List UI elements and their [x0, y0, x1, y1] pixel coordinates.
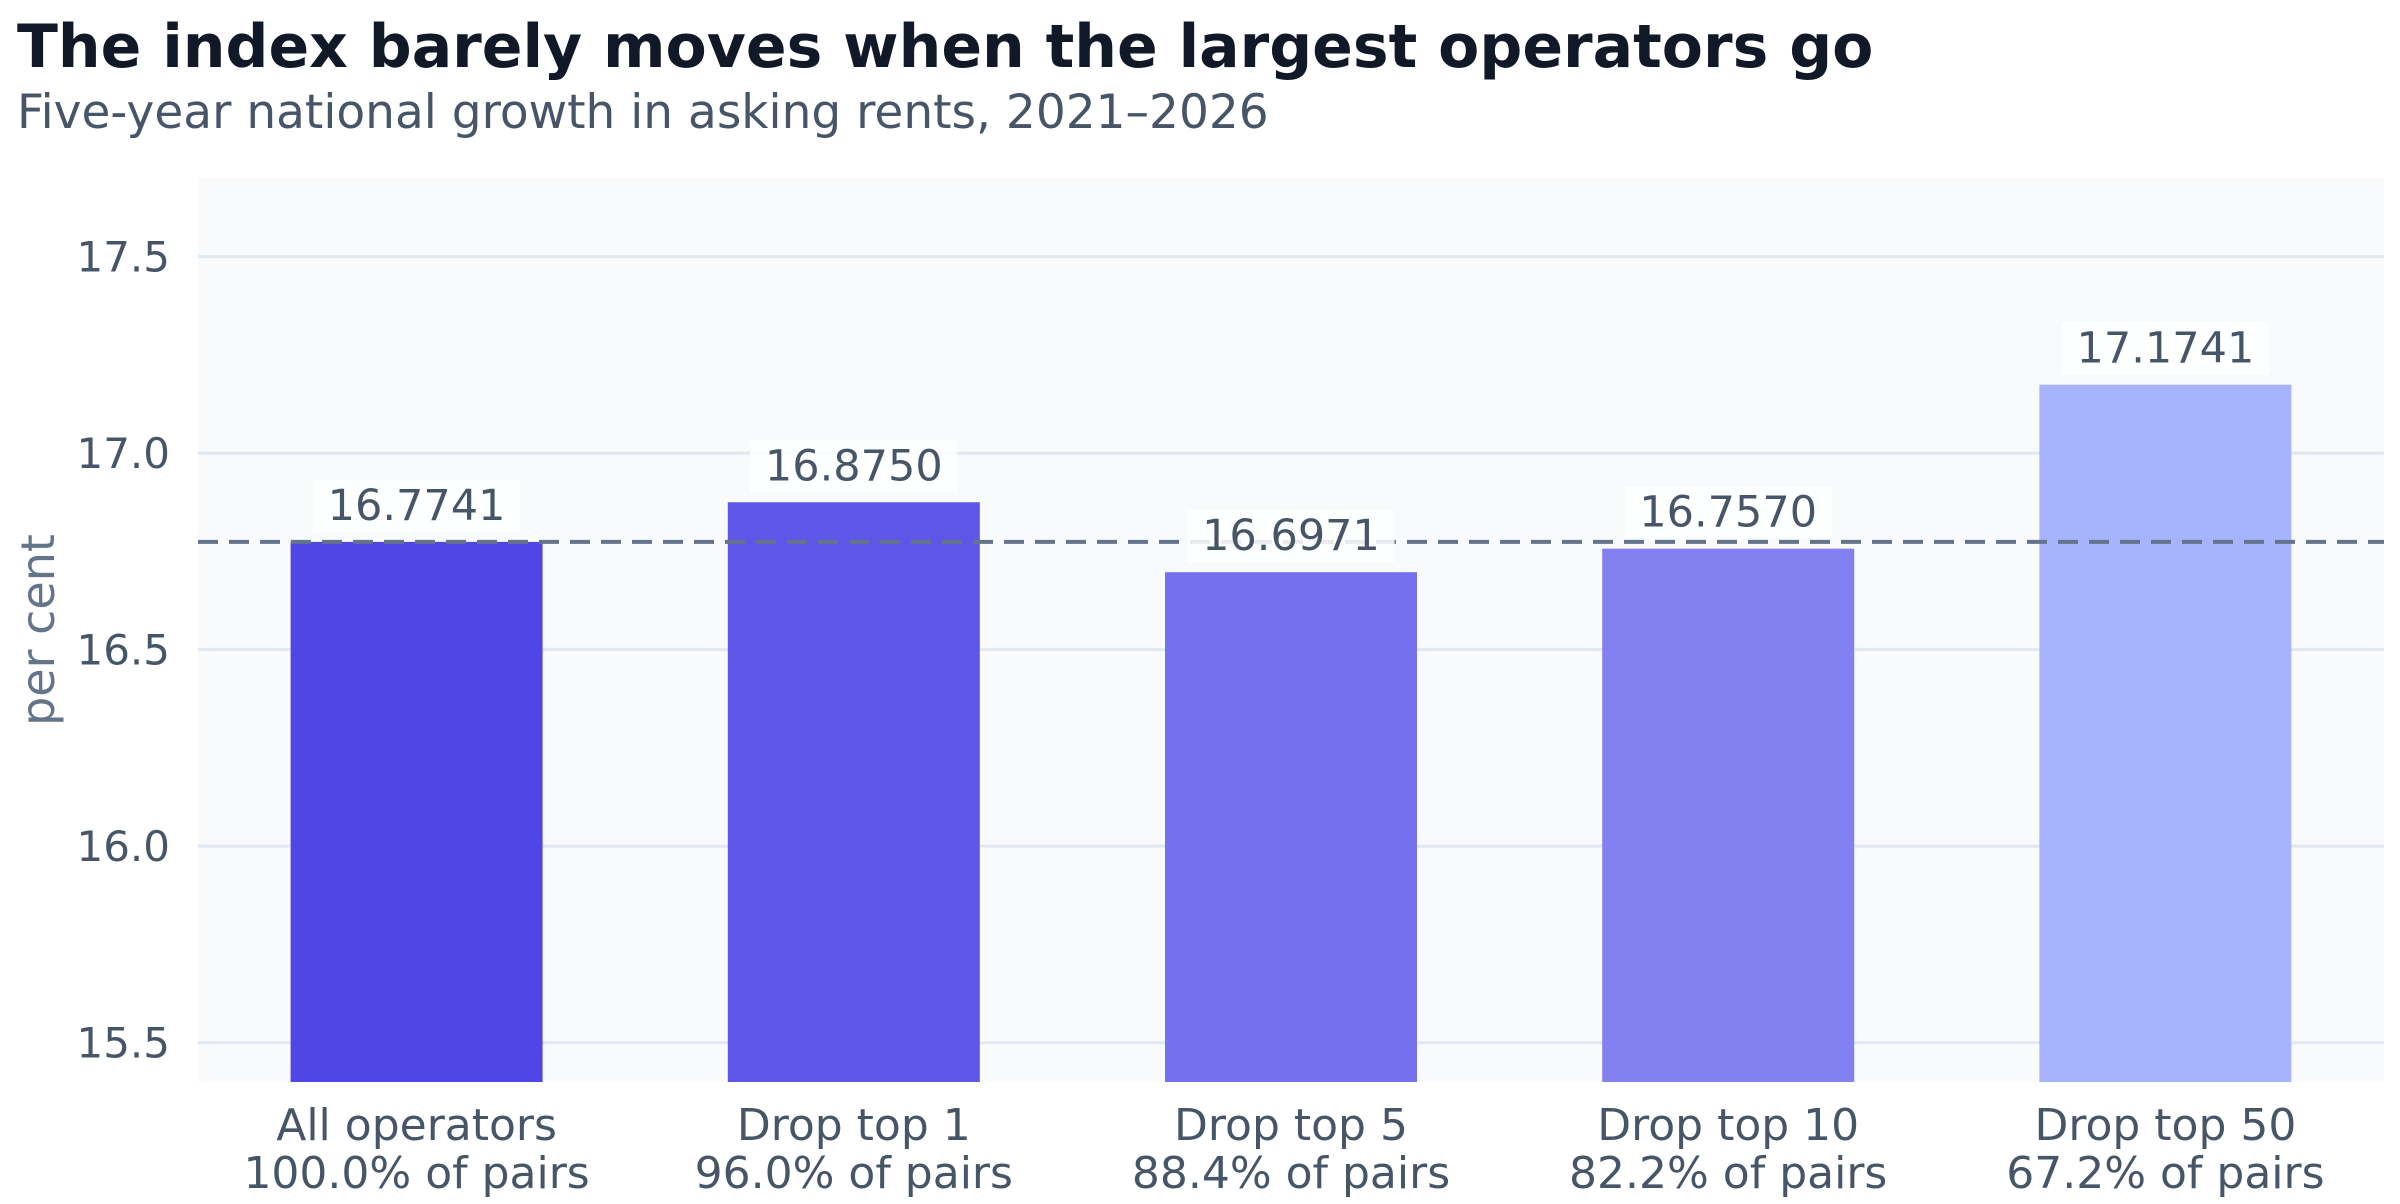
value-label-background: [1187, 510, 1395, 563]
chart-subtitle: Five-year national growth in asking rent…: [17, 85, 1269, 140]
value-label: 16.7741: [328, 481, 506, 531]
bars: [290, 384, 2292, 1083]
value-label-background: [2061, 322, 2269, 375]
bar: [1602, 548, 1855, 1082]
y-tick-label: 16.5: [76, 626, 170, 675]
value-label-background: [313, 479, 521, 532]
y-tick-label: 15.5: [76, 1019, 170, 1068]
chart-title: The index barely moves when the largest …: [17, 12, 1873, 82]
bar: [2039, 384, 2292, 1083]
value-label-background: [750, 440, 958, 493]
y-tick-label: 16.0: [76, 822, 170, 871]
x-tick-sublabel: 96.0% of pairs: [695, 1148, 1013, 1199]
value-label: 16.8750: [765, 441, 943, 491]
y-tick-label: 17.0: [76, 429, 170, 478]
bar: [1165, 572, 1417, 1082]
y-axis-title: per cent: [11, 534, 65, 726]
x-tick-label: All operators: [276, 1100, 557, 1151]
value-label: 17.1741: [2076, 324, 2254, 374]
x-tick-sublabel: 82.2% of pairs: [1569, 1148, 1887, 1199]
value-label: 16.7570: [1639, 488, 1817, 538]
x-tick-sublabel: 67.2% of pairs: [2006, 1148, 2324, 1199]
bar: [727, 502, 980, 1082]
value-labels: 16.7741 16.8750 16.6971 16.7570 17.1741: [313, 322, 2269, 563]
bar: [290, 541, 543, 1082]
value-label: 16.6971: [1202, 511, 1380, 561]
y-tick-label: 17.5: [76, 233, 170, 282]
x-tick-label: Drop top 50: [2034, 1100, 2296, 1151]
value-label-background: [1624, 486, 1832, 539]
x-tick-label: Drop top 10: [1597, 1100, 1859, 1151]
x-tick-label: Drop top 5: [1174, 1100, 1408, 1151]
y-axis-ticks: 15.5 16.0 16.5 17.0 17.5: [76, 233, 170, 1068]
x-tick-label: Drop top 1: [737, 1100, 971, 1151]
x-tick-sublabel: 88.4% of pairs: [1132, 1148, 1450, 1199]
x-tick-sublabel: 100.0% of pairs: [243, 1148, 589, 1199]
